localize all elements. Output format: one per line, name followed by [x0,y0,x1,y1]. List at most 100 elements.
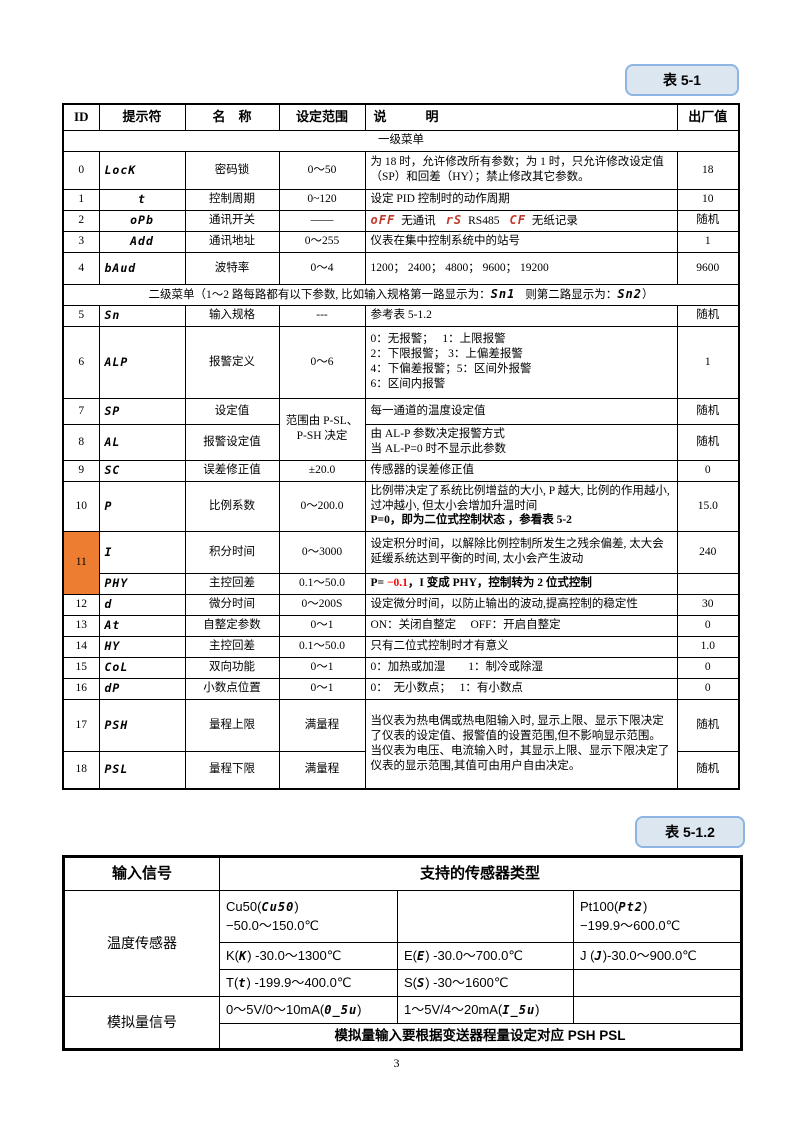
sensor-text: T( [226,974,239,990]
desc-text: 比例带决定了系统比例增益的大小, P 越大, 比例的作用越小,过冲越小, 但太小… [370,484,670,512]
cell-name: 密码锁 [184,150,280,190]
cell-prompt: SP [98,397,186,425]
sensor-text: ) [357,1001,362,1017]
col-header-desc: 说 明 [364,103,678,131]
desc-line: 4：下偏差报警；5：区间外报警 [370,363,532,375]
table-row: 7 SP 设定值 范围由 P-SL、P-SH 决定 每一通道的温度设定值 随机 [62,397,740,461]
sensor-cell-0-5v: 0～5V/0～10mA(0_5u) [219,996,398,1024]
sensor-text: ) [294,898,299,914]
table-row: 15 CoL 双向功能 0～1 0：加热或加湿 1：制冷或除湿 0 [62,656,740,679]
cell-id: 3 [62,230,100,253]
cell-default: 0 [676,459,740,482]
cell-name: 输入规格 [184,304,280,327]
desc-text: RS485 [468,214,500,227]
cell-prompt: PSL [98,750,186,790]
cell-desc-merged: 当仪表为热电偶或热电阻输入时, 显示上限、显示下限决定了仪表的设定值、报警值的设… [364,698,678,790]
cell-prompt: oPb [98,209,186,232]
seg-display-cu50: Cu50 [261,899,295,914]
cell-default: 随机 [676,397,740,425]
table-row: 18 PSL 量程下限 满量程 随机 [62,750,740,790]
sensor-header-row: 输入信号 支持的传感器类型 [63,856,742,891]
sensor-text: ) -199.9～400.0℃ [246,974,352,990]
cell-range: 0～200.0 [278,480,366,532]
seg-display-e: E [417,948,426,963]
cell-id: 5 [62,304,100,327]
sensor-text: )-30.0～900.0℃ [602,947,697,963]
seg-display-0-5u: 0_5u [324,1002,358,1017]
input-signal-header: 输入信号 [63,856,220,891]
cell-name: 小数点位置 [184,677,280,700]
cell-id: 7 [62,397,100,425]
sensor-cell-empty [397,890,574,943]
page-number: 3 [393,1056,400,1070]
cell-default: 30 [676,593,740,616]
cell-name: 主控回差 [184,635,280,658]
section-row-level2: 二级菜单（1～2 路每路都有以下参数, 比如输入规格第一路显示为：Sn1 则第二路… [62,283,740,306]
sensor-text: Cu50( [226,898,262,914]
section-row-level1: 一级菜单 [62,129,740,152]
desc-line: 0：无报警； 1：上限报警 [370,333,506,346]
cell-default: 1 [676,230,740,253]
sensor-text: K( [226,947,239,963]
cell-id: 13 [62,614,100,637]
cell-range: 满量程 [278,698,366,752]
parameter-table: ID 提示符 名 称 设定范围 说 明 出厂值 一级菜单 0 LocK 密码锁 … [62,103,740,790]
cell-default: 15.0 [676,480,740,532]
cell-prompt: ALP [98,325,186,399]
cell-id: 17 [62,698,100,752]
cell-id: 8 [62,423,100,461]
cell-desc: 只有二位式控制时才有意义 [364,635,678,658]
cell-range-merged: 范围由 P-SL、P-SH 决定 [278,397,366,461]
sensor-cell-1-5v: 1～5V/4～20mA(I_5u) [397,996,574,1024]
cell-prompt: I [98,530,186,574]
table-row: 6 ALP 报警定义 0～6 0：无报警； 1：上限报警 2：下限报警； 3：上… [62,325,740,399]
cell-desc: 0： 无小数点； 1：有小数点 [364,677,678,700]
table-row: 2 oPb 通讯开关 —— oFF 无通讯 rS RS485 CF 无纸记录 随机 [62,209,740,232]
section-label-level2: 二级菜单（1～2 路每路都有以下参数, 比如输入规格第一路显示为：Sn1 则第二路… [62,283,740,306]
sensor-text: ) -30.0～700.0℃ [425,947,523,963]
table-row: 0 LocK 密码锁 0～50 为 18 时，允许修改所有参数；为 1 时，只允… [62,150,740,190]
sensor-row: K(K) -30.0～1300℃ E(E) -30.0～700.0℃ J (J)… [64,942,742,970]
cell-range: 满量程 [278,750,366,790]
col-header-id: ID [62,103,100,131]
cell-default: 1 [676,325,740,399]
cell-name: 积分时间 [184,530,280,574]
col-header-name: 名 称 [184,103,280,131]
sensor-cell-t: T(t) -199.9～400.0℃ [219,969,398,997]
cell-range: 0～1 [278,656,366,679]
cell-name: 自整定参数 [184,614,280,637]
cell-id: 2 [62,209,100,232]
seg-display-off: oFF [370,212,396,227]
sensor-row: 温度传感器 Cu50(Cu50) −50.0～150.0℃ Pt100(Pt2)… [63,890,742,997]
cell-name: 误差修正值 [184,459,280,482]
seg-display-sn1: Sn1 [490,286,516,301]
cell-default: 0 [676,656,740,679]
table-row: 8 AL 报警设定值 由 AL-P 参数决定报警方式 当 AL-P=0 时不显示… [62,423,740,461]
cell-name: 设定值 [184,397,280,425]
cell-id-highlighted: 11 [62,530,100,595]
desc-line: 6：区间内报警 [370,377,446,390]
cell-prompt: At [98,614,186,637]
table-header-row: ID 提示符 名 称 设定范围 说 明 出厂值 [62,103,740,131]
cell-default: 0 [676,614,740,637]
supported-sensors-header: 支持的传感器类型 [219,856,742,891]
cell-default: 随机 [676,304,740,327]
sensor-text: E( [404,947,417,963]
desc-line: 当 AL-P=0 时不显示此参数 [370,443,507,455]
sensor-text: 1～5V/4～20mA( [404,1001,503,1017]
cell-id: 10 [62,480,100,532]
cell-id: 14 [62,635,100,658]
cell-range: --- [278,304,366,327]
col-header-prompt: 提示符 [98,103,186,131]
seg-display-j: J [594,948,603,963]
seg-display-i-5u: I_5u [502,1002,536,1017]
cell-desc: 为 18 时，允许修改所有参数；为 1 时，只允许修改设定值（SP）和回差（HY… [364,150,678,190]
sensor-text: 0～5V/0～10mA( [226,1001,325,1017]
cell-id: 0 [62,150,100,190]
cell-id: 4 [62,251,100,285]
cell-name: 主控回差 [184,572,280,595]
cell-desc: 由 AL-P 参数决定报警方式 当 AL-P=0 时不显示此参数 [364,423,678,461]
table-row: 1 t 控制周期 0~120 设定 PID 控制时的动作周期 10 [62,188,740,211]
cell-desc: P= −0.1，I 变成 PHY，控制转为 2 位式控制 [364,572,678,595]
desc-text: P= [370,577,387,590]
